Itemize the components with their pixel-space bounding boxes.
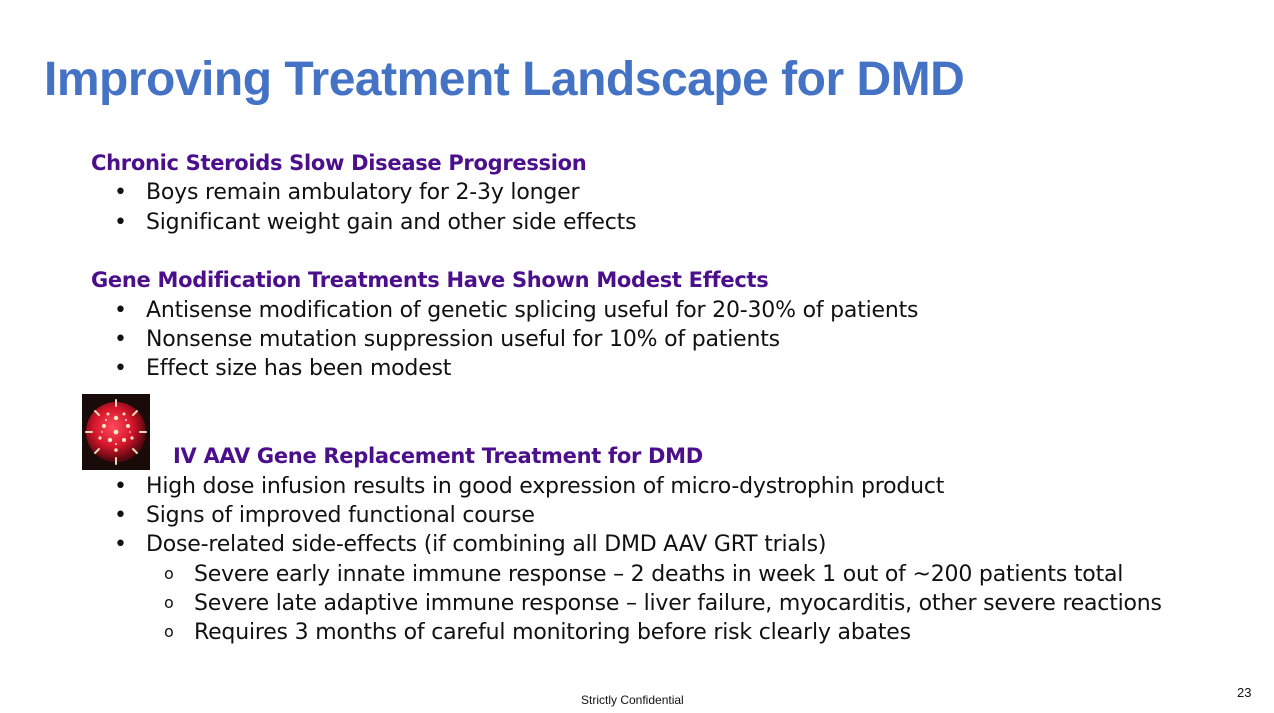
aav-virus-particle-icon (82, 394, 150, 470)
bullet-item: • High dose infusion results in good expr… (114, 474, 944, 499)
bullet-item: • Effect size has been modest (114, 356, 451, 381)
slide-title: Improving Treatment Landscape for DMD (44, 53, 965, 106)
sub-bullet-mark: o (164, 564, 174, 583)
bullet-text: Significant weight gain and other side e… (146, 210, 637, 235)
bullet-text: High dose infusion results in good expre… (146, 474, 945, 499)
bullet-item: • Nonsense mutation suppression useful fo… (114, 327, 780, 352)
sub-bullet-item: o Severe early innate immune response – 2… (164, 562, 1123, 587)
sub-bullet-text: Severe early innate immune response – 2 … (194, 562, 1124, 587)
bullet-item: • Boys remain ambulatory for 2-3y longer (114, 180, 579, 205)
bullet-text: Signs of improved functional course (146, 503, 535, 528)
bullet-item: • Dose-related side-effects (if combining… (114, 532, 826, 557)
bullet-mark: • (114, 327, 127, 352)
sub-bullet-text: Requires 3 months of careful monitoring … (194, 620, 911, 645)
bullet-item: • Signs of improved functional course (114, 503, 535, 528)
bullet-mark: • (114, 503, 127, 528)
bullet-text: Antisense modification of genetic splici… (146, 298, 919, 323)
bullet-mark: • (114, 298, 127, 323)
sub-bullet-mark: o (164, 593, 174, 612)
bullet-mark: • (114, 474, 127, 499)
sub-bullet-item: o Severe late adaptive immune response – … (164, 591, 1162, 616)
confidentiality-footer: Strictly Confidential (581, 693, 684, 707)
sub-bullet-text: Severe late adaptive immune response – l… (194, 591, 1162, 616)
bullet-text: Boys remain ambulatory for 2-3y longer (146, 180, 580, 205)
bullet-mark: • (114, 210, 127, 235)
bullet-mark: • (114, 180, 127, 205)
section-heading-aav-gene-replacement: IV AAV Gene Replacement Treatment for DM… (173, 444, 703, 468)
bullet-text: Effect size has been modest (146, 356, 452, 381)
bullet-item: • Significant weight gain and other side … (114, 210, 637, 235)
section-heading-gene-modification: Gene Modification Treatments Have Shown … (91, 268, 769, 292)
bullet-item: • Antisense modification of genetic splic… (114, 298, 919, 323)
sub-bullet-mark: o (164, 622, 174, 641)
page-number: 23 (1237, 685, 1252, 700)
bullet-text: Nonsense mutation suppression useful for… (146, 327, 780, 352)
sub-bullet-item: o Requires 3 months of careful monitoring… (164, 620, 911, 645)
bullet-mark: • (114, 532, 127, 557)
bullet-text: Dose-related side-effects (if combining … (146, 532, 827, 557)
section-heading-steroids: Chronic Steroids Slow Disease Progressio… (91, 151, 587, 175)
bullet-mark: • (114, 356, 127, 381)
